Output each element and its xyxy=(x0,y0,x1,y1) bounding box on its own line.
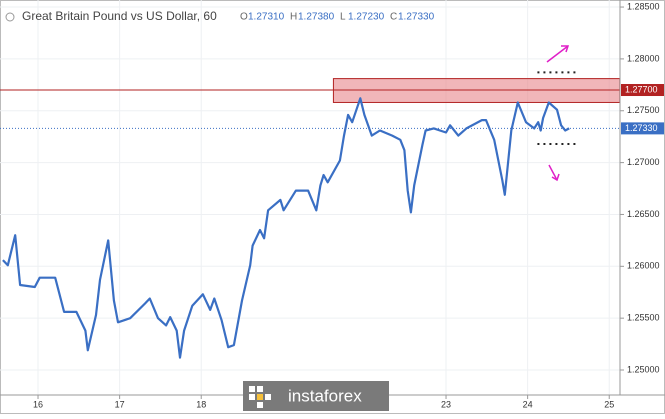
y-tick-label: 1.27000 xyxy=(627,157,660,167)
symbol-title: Great Britain Pound vs US Dollar, 60 xyxy=(22,9,217,23)
y-tick-label: 1.25500 xyxy=(627,313,660,323)
ohlc-value: 1.27310 xyxy=(248,12,285,23)
x-tick-label: 16 xyxy=(33,399,43,409)
resistance-zone xyxy=(332,78,621,103)
ohlc-name: O xyxy=(240,12,248,23)
watermark: instaforex xyxy=(288,386,362,405)
ohlc-value: 1.27380 xyxy=(298,12,335,23)
y-tick-label: 1.27500 xyxy=(627,105,660,115)
price-label-bg xyxy=(621,122,664,135)
x-tick-label: 18 xyxy=(196,399,206,409)
watermark-logo xyxy=(249,386,271,408)
price-label-bg xyxy=(621,84,664,97)
y-tick-label: 1.25000 xyxy=(627,364,660,374)
ohlc-value: 1.27230 xyxy=(348,12,385,23)
ohlc-name: C xyxy=(390,12,397,23)
arrow-down xyxy=(548,164,560,182)
arrow-up xyxy=(546,45,570,63)
ohlc-name: L xyxy=(340,12,346,23)
price-label: 1.27330 xyxy=(625,123,658,133)
y-tick-label: 1.28000 xyxy=(627,53,660,63)
y-tick-label: 1.26500 xyxy=(627,209,660,219)
price-line xyxy=(2,97,570,359)
ohlc-value: 1.27330 xyxy=(398,12,435,23)
collapse-icon[interactable] xyxy=(5,12,15,22)
x-tick-label: 23 xyxy=(441,399,451,409)
x-tick-label: 25 xyxy=(604,399,614,409)
y-tick-label: 1.26000 xyxy=(627,261,660,271)
y-tick-label: 1.28500 xyxy=(627,1,660,11)
x-tick-label: 17 xyxy=(115,399,125,409)
price-label: 1.27700 xyxy=(625,84,658,94)
ohlc-name: H xyxy=(290,12,297,23)
x-tick-label: 24 xyxy=(523,399,533,409)
